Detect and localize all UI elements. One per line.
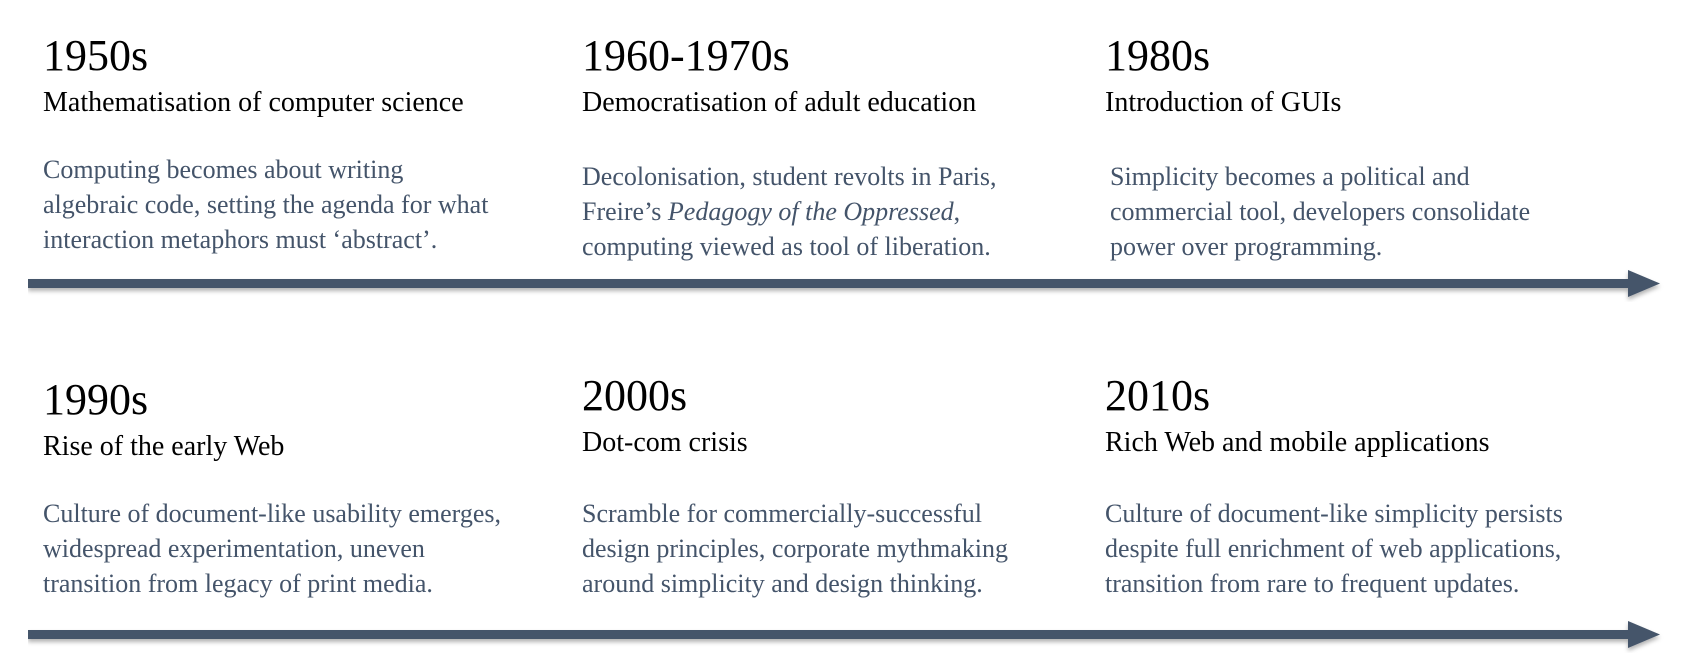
era-title: Introduction of GUIs bbox=[1105, 87, 1342, 118]
description-line: power over programming. bbox=[1110, 232, 1383, 261]
era-label: 2000s bbox=[582, 371, 688, 420]
timeline-arrow-top bbox=[28, 270, 1660, 297]
era-title: Rise of the early Web bbox=[43, 431, 285, 462]
era-title: Mathematisation of computer science bbox=[43, 87, 464, 118]
description-line: despite full enrichment of web applicati… bbox=[1105, 534, 1562, 563]
description-line: computing viewed as tool of liberation. bbox=[582, 232, 991, 261]
era-description: Culture of document-like simplicity pers… bbox=[1105, 496, 1563, 601]
timeline-entry-2000s: 2000s Dot-com crisis Scramble for commer… bbox=[582, 370, 1008, 601]
description-line: interaction metaphors must ‘abstract’. bbox=[43, 225, 438, 254]
description-line: Culture of document-like usability emerg… bbox=[43, 499, 502, 528]
description-line: transition from rare to frequent updates… bbox=[1105, 569, 1520, 598]
book-title: Pedagogy of the Oppressed bbox=[667, 197, 954, 226]
description-text: , bbox=[953, 197, 961, 226]
era-label: 2010s bbox=[1105, 371, 1211, 420]
era-label: 1950s bbox=[43, 31, 149, 80]
era-description: Scramble for commercially-successful des… bbox=[582, 496, 1008, 601]
era-description: Computing becomes about writing algebrai… bbox=[43, 152, 488, 257]
description-line: Scramble for commercially-successful bbox=[582, 499, 982, 528]
era-title: Rich Web and mobile applications bbox=[1105, 427, 1490, 458]
description-line: Simplicity becomes a political and bbox=[1110, 162, 1470, 191]
era-label: 1990s bbox=[43, 375, 149, 424]
description-line: Decolonisation, student revolts in Paris… bbox=[582, 162, 997, 191]
description-line: Freire’s Pedagogy of the Oppressed, bbox=[582, 194, 997, 229]
description-line: widespread experimentation, uneven bbox=[43, 534, 425, 563]
timeline-arrow-bottom bbox=[28, 621, 1660, 648]
description-line: Computing becomes about writing bbox=[43, 155, 404, 184]
timeline-entry-1990s: 1990s Rise of the early Web Culture of d… bbox=[43, 374, 501, 601]
timeline-entry-1980s: 1980s Introduction of GUIs Simplicity be… bbox=[1105, 30, 1530, 264]
era-description: Culture of document-like usability emerg… bbox=[43, 496, 501, 601]
era-description: Decolonisation, student revolts in Paris… bbox=[582, 159, 997, 264]
timeline-entry-1950s: 1950s Mathematisation of computer scienc… bbox=[43, 30, 488, 257]
description-line: commercial tool, developers consolidate bbox=[1110, 197, 1531, 226]
description-line: algebraic code, setting the agenda for w… bbox=[43, 190, 489, 219]
era-description: Simplicity becomes a political and comme… bbox=[1110, 159, 1530, 264]
timeline-entry-1960-1970s: 1960-1970s Democratisation of adult educ… bbox=[582, 30, 997, 264]
era-label: 1960-1970s bbox=[582, 31, 790, 80]
timeline-entry-2010s: 2010s Rich Web and mobile applications C… bbox=[1105, 370, 1563, 601]
description-line: transition from legacy of print media. bbox=[43, 569, 433, 598]
era-label: 1980s bbox=[1105, 31, 1211, 80]
description-line: around simplicity and design thinking. bbox=[582, 569, 983, 598]
description-text: Freire’s bbox=[582, 197, 668, 226]
era-title: Dot-com crisis bbox=[582, 427, 748, 458]
era-title: Democratisation of adult education bbox=[582, 87, 977, 118]
description-line: Culture of document-like simplicity pers… bbox=[1105, 499, 1563, 528]
description-line: design principles, corporate mythmaking bbox=[582, 534, 1009, 563]
